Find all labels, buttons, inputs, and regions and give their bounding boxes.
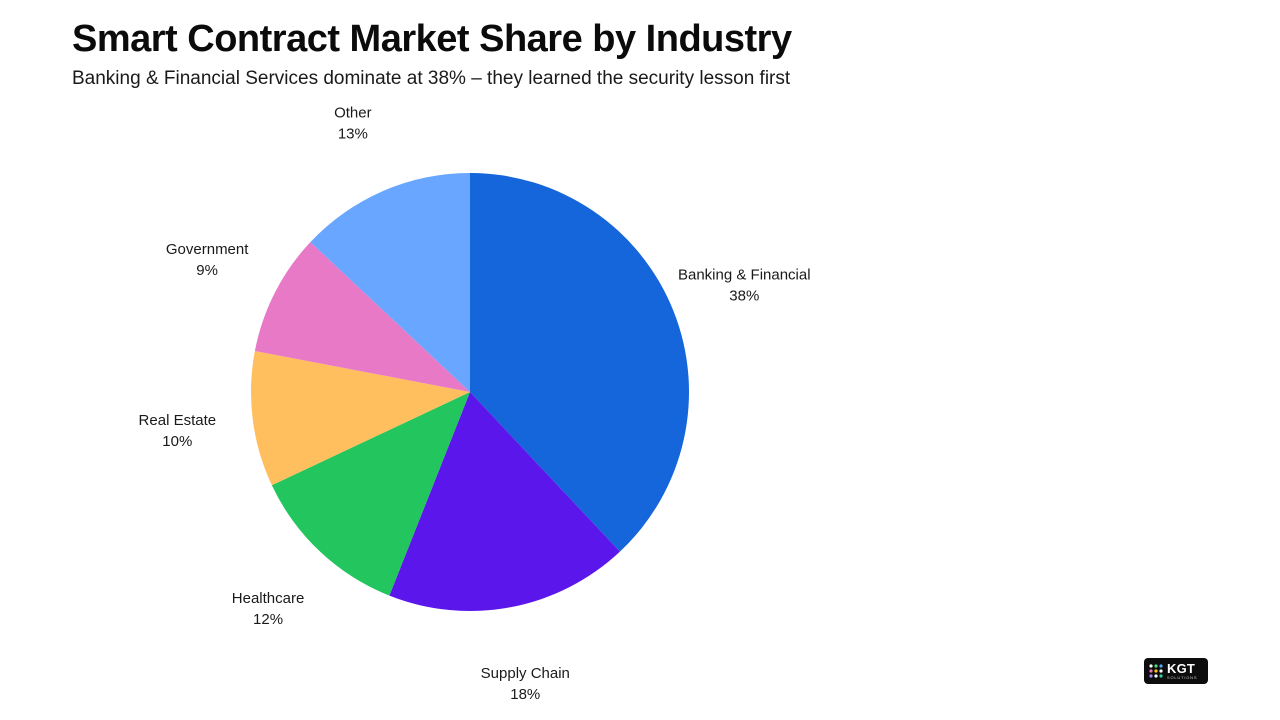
pie-slice-healthcare [271,392,470,596]
logo-dot [1159,664,1163,668]
logo-dot [1154,674,1158,678]
pie-slice-real-estate [250,350,470,486]
pie-slice-supply-chain [389,392,620,611]
slice-label-banking-financial: Banking & Financial [678,266,811,283]
logo-dot [1159,669,1163,673]
slice-value-government: 9% [196,262,218,279]
chart-title: Smart Contract Market Share by Industry [72,18,792,60]
logo-dot [1154,669,1158,673]
logo-dot [1159,674,1163,678]
logo-dot [1149,664,1153,668]
chart-subtitle: Banking & Financial Services dominate at… [72,68,791,89]
slice-label-other: Other [334,104,372,121]
logo-subtext: SOLUTIONS [1167,675,1198,680]
slice-label-government: Government [166,241,249,258]
slice-value-banking-financial: 38% [729,287,759,304]
slice-label-real-estate: Real Estate [139,412,217,429]
slice-value-other: 13% [338,125,368,142]
pie-slices [250,173,689,611]
slice-value-real-estate: 10% [162,433,192,450]
slice-label-healthcare: Healthcare [232,590,305,607]
logo-dot [1149,674,1153,678]
slice-value-supply-chain: 18% [510,686,540,703]
pie-labels: Banking & Financial 38% Supply Chain 18% Hea… [139,104,811,703]
logo-text: KGT [1167,661,1196,676]
logo-dot [1154,664,1158,668]
slice-value-healthcare: 12% [253,611,283,628]
kgt-logo: KGT SOLUTIONS [1144,658,1208,684]
pie-slice-government [254,242,470,392]
slice-label-supply-chain: Supply Chain [481,665,570,682]
pie-slice-other [310,173,470,392]
pie-slice-banking-financial [470,173,689,552]
logo-dots-icon [1149,664,1163,678]
logo-dot [1149,669,1153,673]
